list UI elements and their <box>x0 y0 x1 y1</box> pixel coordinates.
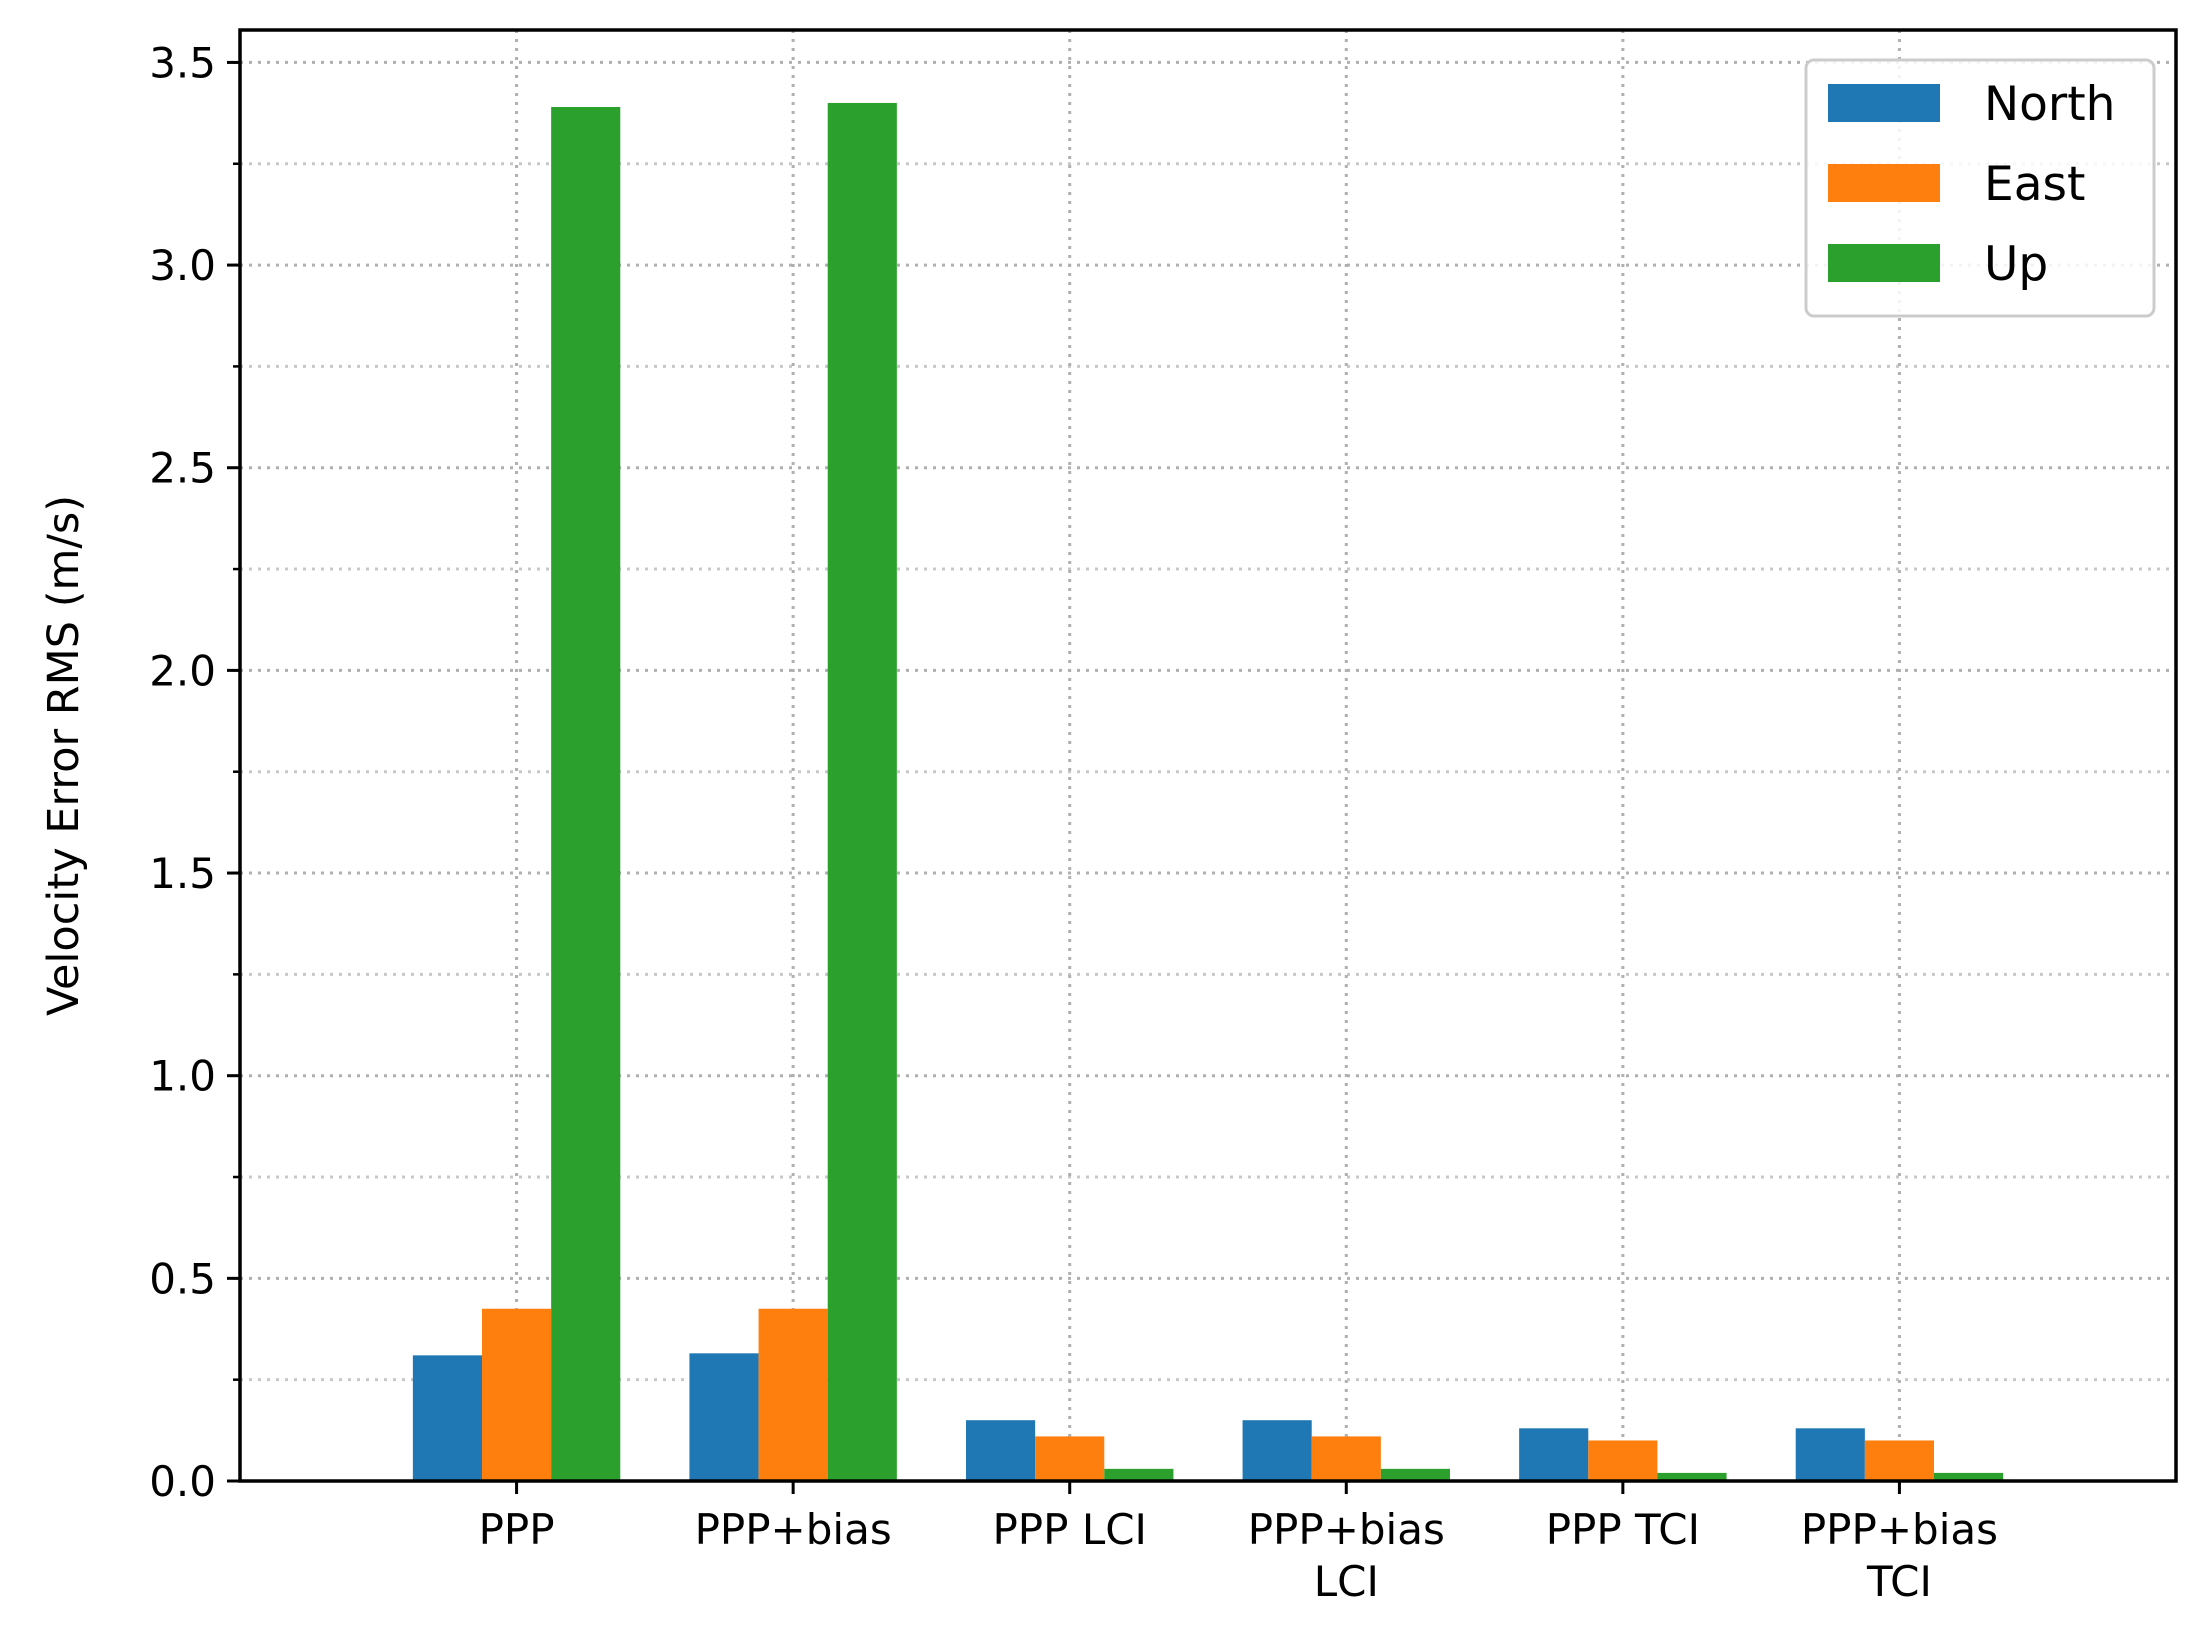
bar-north-3 <box>1242 1420 1312 1481</box>
y-tick-label: 2.0 <box>149 646 216 695</box>
bar-north-5 <box>1795 1428 1865 1481</box>
bar-east-4 <box>1588 1440 1658 1481</box>
bar-up-3 <box>1380 1468 1450 1481</box>
x-tick-label: PPP+bias <box>695 1505 892 1554</box>
y-axis: 0.0 0.5 1.0 1.5 2.0 2.5 3.0 3.5 <box>149 38 240 1506</box>
bar-east-5 <box>1864 1440 1934 1481</box>
y-tick-label: 3.0 <box>149 241 216 290</box>
x-tick-label-line: PPP TCI <box>1546 1505 1700 1554</box>
legend-swatch-east <box>1828 164 1940 202</box>
x-tick-label-line: PPP LCI <box>992 1505 1146 1554</box>
bar-up-5 <box>1934 1472 2004 1481</box>
legend: North East Up <box>1804 58 2156 318</box>
x-tick-label: PPP+bias TCI <box>1801 1505 1998 1606</box>
plot-frame <box>238 28 2178 1483</box>
legend-label-north: North <box>1984 77 2115 132</box>
x-tick-label: PPP+bias LCI <box>1248 1505 1445 1606</box>
y-tick-label: 3.5 <box>149 38 216 87</box>
bar-up-0 <box>551 107 621 1481</box>
bar-east-1 <box>758 1308 828 1481</box>
x-tick-label-line: PPP+bias <box>695 1505 892 1554</box>
bar-east-0 <box>482 1308 552 1481</box>
bar-up-4 <box>1657 1472 1727 1481</box>
x-tick-label-line: LCI <box>1314 1557 1379 1606</box>
bar-north-1 <box>689 1353 759 1481</box>
bar-up-1 <box>827 102 897 1481</box>
y-tick-label: 0.5 <box>149 1254 216 1303</box>
y-tick-label: 1.5 <box>149 849 216 898</box>
x-tick-label: PPP <box>479 1505 555 1554</box>
bar-north-2 <box>966 1420 1036 1481</box>
bar-east-2 <box>1035 1436 1105 1481</box>
y-tick-label: 0.0 <box>149 1457 216 1506</box>
x-tick-label: PPP TCI <box>1546 1505 1700 1554</box>
legend-swatch-north <box>1828 84 1940 122</box>
legend-label-up: Up <box>1984 237 2048 292</box>
bar-up-2 <box>1104 1468 1174 1481</box>
x-tick-label-line: TCI <box>1866 1557 1932 1606</box>
legend-label-east: East <box>1984 157 2085 212</box>
x-tick-label-line: PPP <box>479 1505 555 1554</box>
bar-east-3 <box>1311 1436 1381 1481</box>
legend-swatch-up <box>1828 244 1940 282</box>
y-tick-label: 2.5 <box>149 444 216 493</box>
bars <box>412 102 2004 1481</box>
x-tick-label-line: PPP+bias <box>1248 1505 1445 1554</box>
bar-north-0 <box>412 1355 482 1481</box>
x-tick-label: PPP LCI <box>992 1505 1146 1554</box>
x-tick-label-line: PPP+bias <box>1801 1505 1998 1554</box>
y-axis-label: Velocity Error RMS (m/s) <box>39 495 89 1016</box>
y-tick-label: 1.0 <box>149 1052 216 1101</box>
bar-north-4 <box>1519 1428 1589 1481</box>
